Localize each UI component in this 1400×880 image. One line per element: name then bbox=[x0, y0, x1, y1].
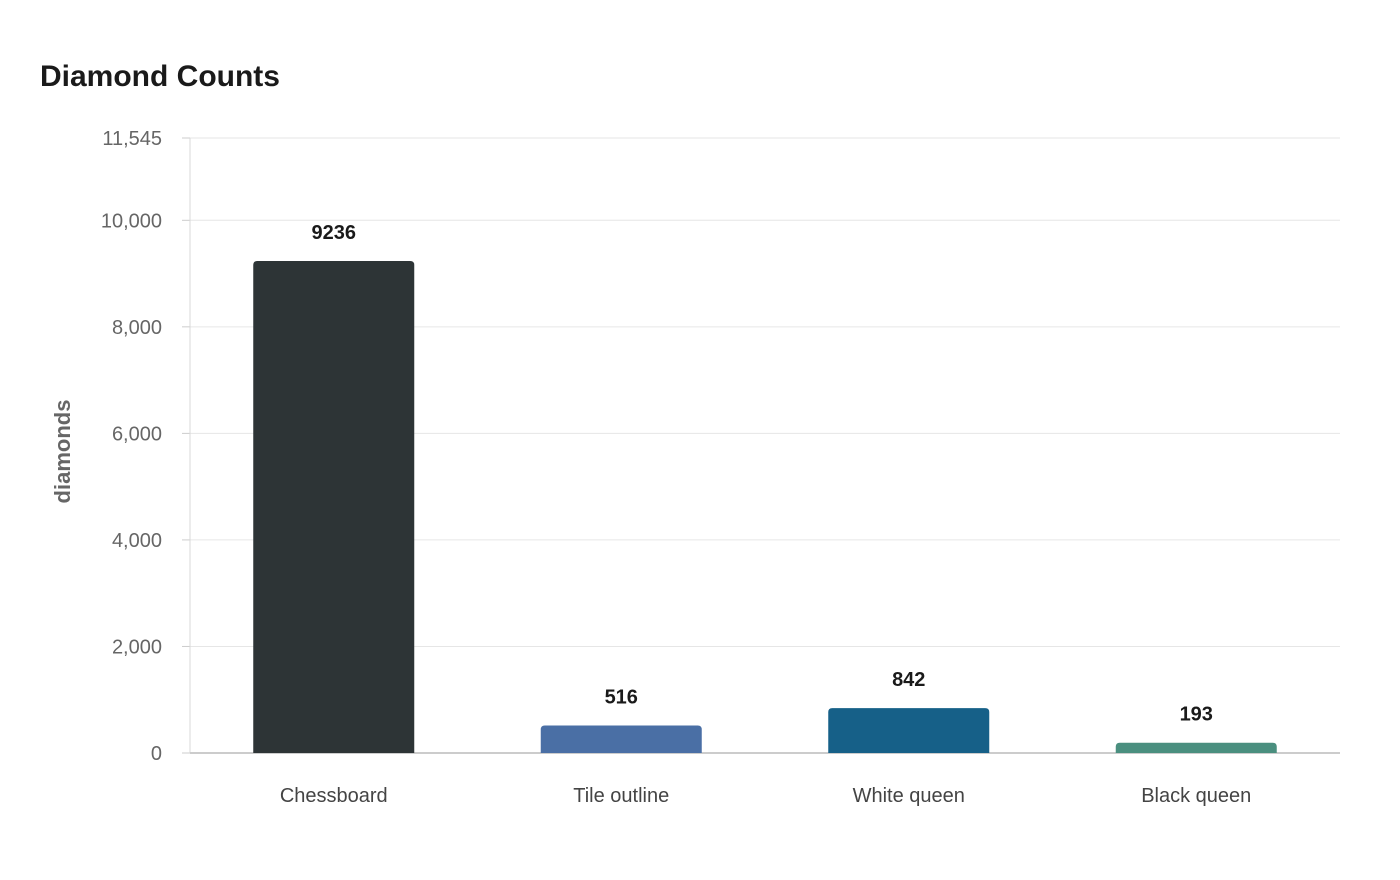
y-tick-label: 4,000 bbox=[112, 530, 162, 552]
bar-black-queen bbox=[1115, 742, 1277, 753]
data-label: 516 bbox=[605, 687, 638, 709]
y-tick-labels: 0 2,000 4,000 6,000 8,000 10,000 11,545 bbox=[101, 128, 162, 765]
category-labels: Chessboard Tile outline White queen Black q… bbox=[280, 785, 1251, 807]
data-labels: 9236 516 842 193 bbox=[312, 222, 1213, 726]
category-label: White queen bbox=[853, 785, 965, 807]
category-label: Chessboard bbox=[280, 785, 388, 807]
bars bbox=[253, 261, 1277, 753]
data-label: 193 bbox=[1180, 704, 1213, 726]
data-label: 842 bbox=[892, 669, 925, 691]
y-tick-label: 11,545 bbox=[102, 128, 162, 150]
category-label: Black queen bbox=[1141, 785, 1251, 807]
bar-tile-outline bbox=[540, 725, 702, 753]
bar-white-queen bbox=[828, 708, 990, 753]
chart-title: Diamond Counts bbox=[40, 60, 280, 93]
category-label: Tile outline bbox=[573, 785, 669, 807]
data-label: 9236 bbox=[312, 222, 357, 244]
y-tick-label: 6,000 bbox=[112, 423, 162, 445]
y-tick-label: 0 bbox=[151, 743, 162, 765]
y-tick-label: 2,000 bbox=[112, 636, 162, 658]
y-tick-label: 10,000 bbox=[101, 210, 162, 232]
bar-chessboard bbox=[253, 261, 415, 753]
y-tick-label: 8,000 bbox=[112, 317, 162, 339]
y-axis-title: diamonds bbox=[50, 400, 75, 504]
